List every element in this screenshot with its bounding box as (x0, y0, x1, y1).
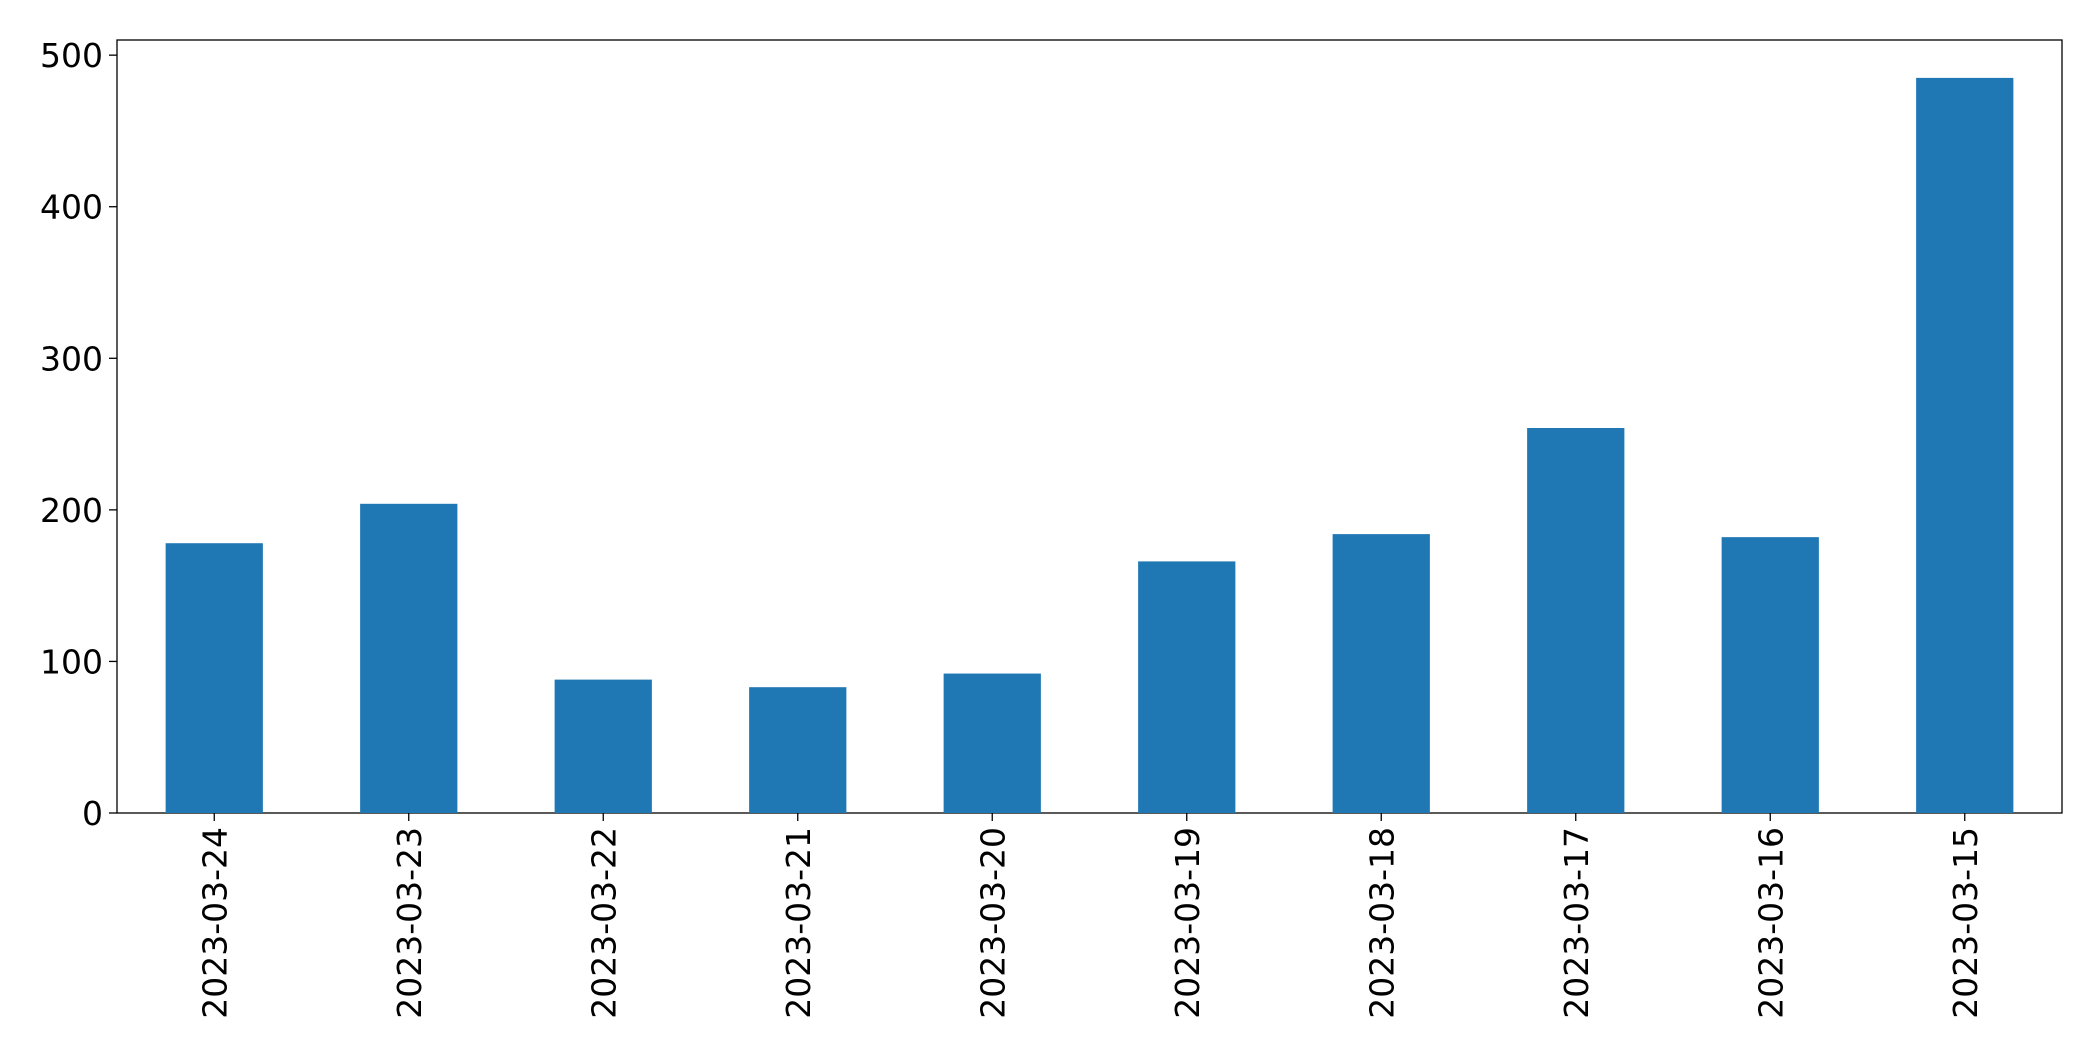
bar-2023-03-24 (165, 543, 263, 813)
x-tick-label: 2023-03-22 (584, 827, 623, 1019)
bar-2023-03-21 (749, 687, 847, 813)
bar-2023-03-17 (1527, 428, 1625, 813)
y-tick-label: 0 (82, 794, 103, 833)
bar-2023-03-16 (1721, 537, 1819, 813)
y-tick-label: 500 (40, 36, 103, 75)
y-axis: 0 100 200 300 400 500 (40, 36, 117, 833)
x-tick-label: 2023-03-17 (1557, 827, 1596, 1019)
x-axis: 2023-03-24 2023-03-23 2023-03-22 2023-03-21… (195, 813, 1985, 1019)
x-tick-label: 2023-03-21 (779, 827, 818, 1019)
bars (165, 77, 2014, 814)
bar-2023-03-22 (554, 679, 652, 813)
y-tick-label: 200 (40, 491, 103, 530)
bar-2023-03-19 (1138, 561, 1236, 813)
x-tick-label: 2023-03-23 (390, 827, 429, 1019)
bar-2023-03-18 (1332, 534, 1430, 813)
x-tick-label: 2023-03-16 (1751, 827, 1790, 1019)
x-tick-label: 2023-03-15 (1946, 827, 1985, 1019)
x-tick-label: 2023-03-20 (973, 827, 1012, 1019)
y-tick-label: 400 (40, 188, 103, 227)
x-tick-label: 2023-03-24 (195, 827, 234, 1019)
bar-2023-03-15 (1916, 77, 2014, 814)
y-tick-label: 100 (40, 642, 103, 681)
x-tick-label: 2023-03-19 (1168, 827, 1207, 1019)
y-tick-label: 300 (40, 339, 103, 378)
plot-frame (116, 39, 2063, 814)
bar-2023-03-20 (943, 673, 1041, 813)
bar-2023-03-23 (360, 503, 458, 813)
x-tick-label: 2023-03-18 (1362, 827, 1401, 1019)
